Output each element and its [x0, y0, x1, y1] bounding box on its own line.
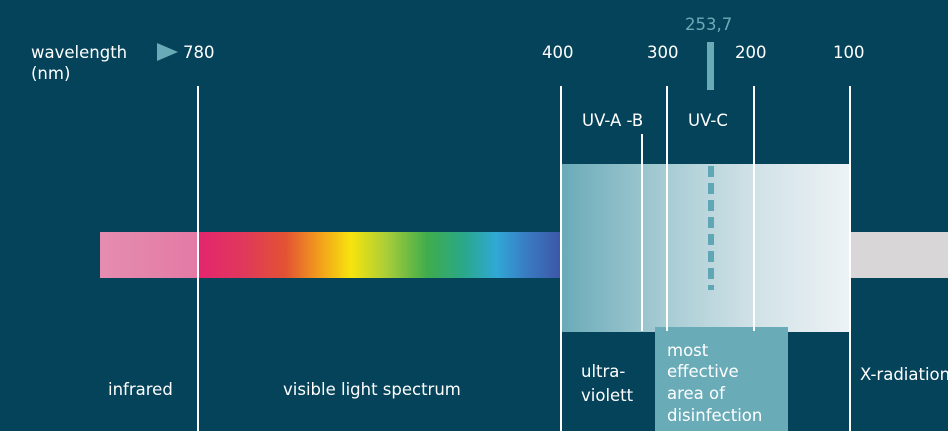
ultraviolet-label-line2: violett	[581, 386, 634, 405]
tick-label-200: 200	[735, 43, 767, 62]
disinfection-label-line1: most	[667, 341, 709, 360]
visible-spectrum-label: visible light spectrum	[283, 380, 461, 399]
divider-uva-b	[641, 134, 643, 331]
disinfection-label-line4: disinfection	[667, 406, 763, 425]
tick-label-300: 300	[647, 43, 679, 62]
peak-dashed-line	[708, 166, 714, 290]
peak-wavelength-tick	[707, 42, 714, 90]
tick-label-100: 100	[833, 43, 865, 62]
divider-200	[753, 86, 755, 331]
tick-label-780: 780	[183, 43, 215, 62]
peak-wavelength-label: 253,7	[685, 15, 733, 34]
visible-spectrum-bar	[198, 232, 562, 278]
arrow-right-icon	[157, 43, 178, 61]
ultraviolet-box	[562, 164, 851, 332]
x-radiation-label: X-radiation	[860, 365, 948, 384]
divider-100	[849, 86, 851, 431]
disinfection-label-line3: area of	[667, 384, 725, 403]
x-radiation-bar	[851, 232, 948, 278]
uv-a-b-label: UV-A -B	[582, 111, 644, 130]
ultraviolet-label-line1: ultra-	[581, 362, 626, 381]
tick-label-400: 400	[542, 43, 574, 62]
divider-780	[197, 86, 199, 431]
infrared-label: infrared	[108, 380, 173, 399]
axis-label-wavelength: wavelength	[31, 43, 128, 62]
infrared-bar	[100, 232, 198, 278]
disinfection-box	[655, 327, 788, 431]
divider-400	[560, 86, 562, 431]
uv-c-label: UV-C	[688, 111, 728, 130]
axis-label-unit: (nm)	[31, 64, 71, 83]
disinfection-label-line2: effective	[667, 362, 739, 381]
divider-300	[666, 86, 668, 331]
